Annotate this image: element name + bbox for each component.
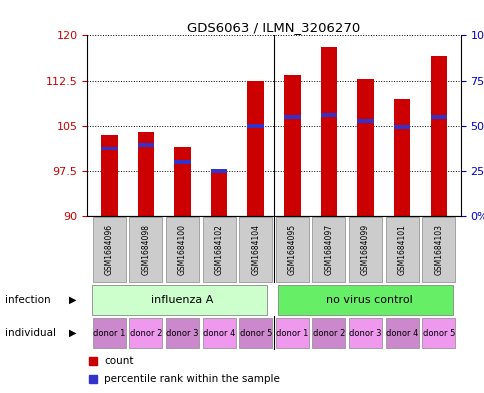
FancyBboxPatch shape — [422, 217, 454, 282]
Text: GSM1684100: GSM1684100 — [178, 224, 187, 275]
Text: donor 4: donor 4 — [202, 329, 235, 338]
Bar — [393, 99, 409, 216]
Bar — [284, 115, 300, 119]
FancyBboxPatch shape — [422, 318, 454, 348]
Text: percentile rank within the sample: percentile rank within the sample — [104, 374, 279, 384]
Text: GSM1684104: GSM1684104 — [251, 224, 260, 275]
Title: GDS6063 / ILMN_3206270: GDS6063 / ILMN_3206270 — [187, 21, 360, 34]
Bar — [393, 125, 409, 129]
Bar — [101, 147, 117, 151]
Bar — [357, 79, 373, 216]
FancyBboxPatch shape — [92, 318, 125, 348]
Text: donor 3: donor 3 — [166, 329, 198, 338]
FancyBboxPatch shape — [91, 285, 266, 315]
FancyBboxPatch shape — [385, 318, 418, 348]
Bar — [211, 169, 227, 216]
FancyBboxPatch shape — [92, 217, 125, 282]
Text: no virus control: no virus control — [325, 295, 412, 305]
FancyBboxPatch shape — [166, 318, 198, 348]
Bar — [430, 57, 446, 216]
Text: individual: individual — [5, 328, 56, 338]
FancyBboxPatch shape — [312, 217, 345, 282]
FancyBboxPatch shape — [166, 217, 198, 282]
Bar — [247, 124, 263, 128]
Bar — [137, 143, 154, 147]
Bar — [174, 147, 190, 216]
Text: donor 2: donor 2 — [129, 329, 162, 338]
Text: infection: infection — [5, 295, 50, 305]
FancyBboxPatch shape — [239, 318, 272, 348]
Text: donor 1: donor 1 — [93, 329, 125, 338]
FancyBboxPatch shape — [348, 318, 381, 348]
Text: GSM1684098: GSM1684098 — [141, 224, 150, 275]
Text: GSM1684096: GSM1684096 — [105, 224, 114, 275]
FancyBboxPatch shape — [275, 318, 308, 348]
Text: donor 4: donor 4 — [385, 329, 418, 338]
Text: donor 5: donor 5 — [422, 329, 454, 338]
Bar — [284, 75, 300, 216]
Text: GSM1684097: GSM1684097 — [324, 224, 333, 275]
Bar — [211, 169, 227, 173]
Text: ▶: ▶ — [69, 295, 76, 305]
FancyBboxPatch shape — [348, 217, 381, 282]
FancyBboxPatch shape — [278, 285, 453, 315]
Text: GSM1684102: GSM1684102 — [214, 224, 223, 275]
Text: donor 5: donor 5 — [239, 329, 272, 338]
FancyBboxPatch shape — [202, 318, 235, 348]
Text: GSM1684095: GSM1684095 — [287, 224, 296, 275]
Bar — [247, 81, 263, 216]
Bar — [430, 115, 446, 119]
Text: donor 1: donor 1 — [275, 329, 308, 338]
Bar — [320, 113, 336, 117]
Bar — [101, 135, 117, 216]
Text: ▶: ▶ — [69, 328, 76, 338]
FancyBboxPatch shape — [202, 217, 235, 282]
Text: influenza A: influenza A — [151, 295, 213, 305]
Bar — [357, 119, 373, 123]
Bar — [174, 160, 190, 164]
Text: donor 3: donor 3 — [348, 329, 381, 338]
FancyBboxPatch shape — [385, 217, 418, 282]
FancyBboxPatch shape — [275, 217, 308, 282]
FancyBboxPatch shape — [129, 217, 162, 282]
Text: GSM1684103: GSM1684103 — [433, 224, 442, 275]
FancyBboxPatch shape — [239, 217, 272, 282]
Text: GSM1684099: GSM1684099 — [360, 224, 369, 275]
Bar — [320, 48, 336, 216]
FancyBboxPatch shape — [129, 318, 162, 348]
Bar — [137, 132, 154, 216]
Text: GSM1684101: GSM1684101 — [397, 224, 406, 275]
Text: donor 2: donor 2 — [312, 329, 345, 338]
FancyBboxPatch shape — [312, 318, 345, 348]
Text: count: count — [104, 356, 133, 366]
